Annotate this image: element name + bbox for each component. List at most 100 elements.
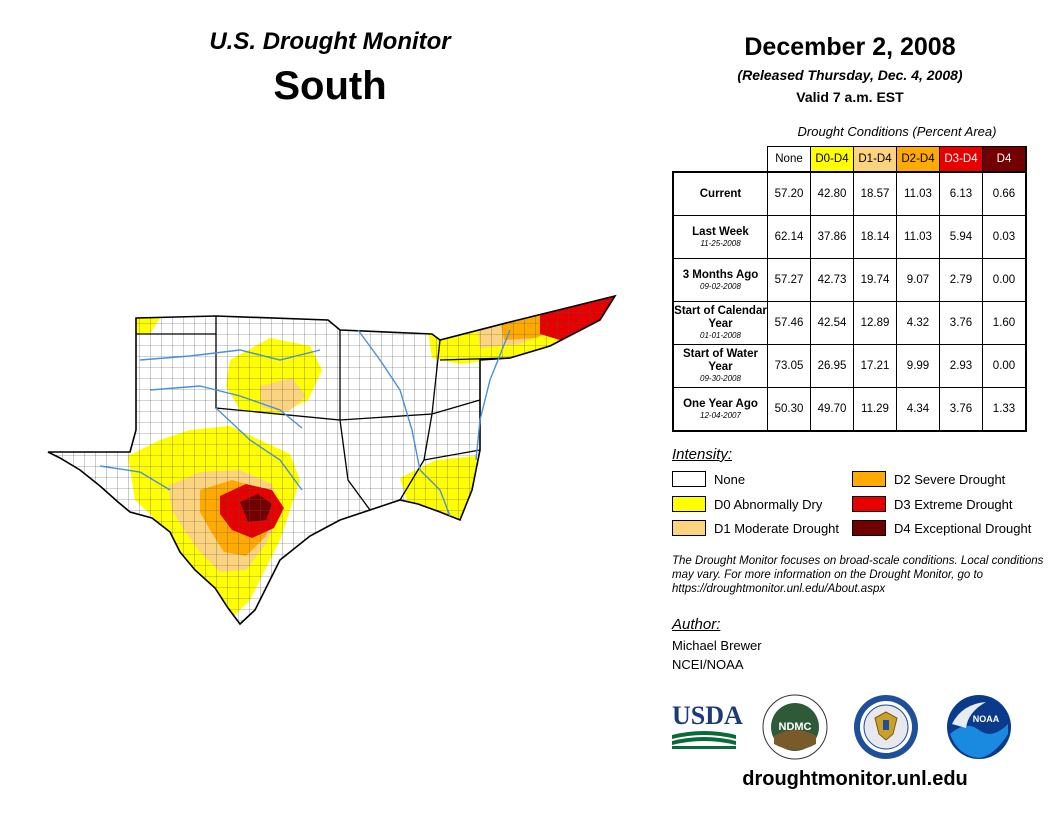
legend-item-d4: D4 Exceptional Drought xyxy=(852,520,1031,536)
row-label-text: Start of Calendar Year xyxy=(674,305,767,330)
legend-swatch-none xyxy=(672,471,706,487)
state-borders xyxy=(136,316,511,511)
author-name: Michael Brewer xyxy=(672,638,762,653)
table-cell: 37.86 xyxy=(810,215,854,259)
release-date: (Released Thursday, Dec. 4, 2008) xyxy=(737,67,963,83)
table-cell: 19.74 xyxy=(853,258,897,302)
table-cell: 42.54 xyxy=(810,301,854,345)
table-row: Start of Calendar Year 01-01-2008 57.46 42.… xyxy=(672,301,1027,345)
header-blank-cell xyxy=(673,146,768,172)
usda-logo-text: USDA xyxy=(672,701,743,730)
table-row: Current 57.20 42.80 18.57 11.03 6.13 0.66 xyxy=(672,171,1027,216)
legend-label-d0: D0 Abnormally Dry xyxy=(714,496,823,512)
legend-swatch-d2 xyxy=(852,471,886,487)
col-header-d3-d4: D3-D4 xyxy=(939,146,983,173)
table-cell: 26.95 xyxy=(810,344,854,388)
row-label: Start of Calendar Year 01-01-2008 xyxy=(672,301,768,345)
website-url: droughtmonitor.unl.edu xyxy=(742,768,968,790)
table-cell: 6.13 xyxy=(939,171,983,216)
table-cell: 9.99 xyxy=(896,344,940,388)
table-cell: 49.70 xyxy=(810,387,854,432)
table-cell: 42.73 xyxy=(810,258,854,302)
row-label-date: 12-04-2007 xyxy=(700,410,741,420)
table-cell: 1.33 xyxy=(982,387,1027,432)
table-cell: 17.21 xyxy=(853,344,897,388)
usda-logo-hills xyxy=(672,731,736,749)
drought-conditions-table: None D0-D4 D1-D4 D2-D4 D3-D4 D4 Current 5… xyxy=(672,146,1027,432)
row-label: Last Week 11-25-2008 xyxy=(672,215,768,259)
legend-title: Intensity: xyxy=(672,446,733,463)
table-cell: 4.34 xyxy=(896,387,940,432)
table-cell: 2.93 xyxy=(939,344,983,388)
table-row: Start of Water Year 09-30-2008 73.05 26.95 1… xyxy=(672,344,1027,388)
table-cell: 5.94 xyxy=(939,215,983,259)
table-row: One Year Ago 12-04-2007 50.30 49.70 11.29 4.3… xyxy=(672,387,1027,432)
table-row: 3 Months Ago 09-02-2008 57.27 42.73 19.74 9.0… xyxy=(672,258,1027,302)
region-outline xyxy=(47,294,617,626)
table-cell: 57.20 xyxy=(767,171,811,216)
table-cell: 12.89 xyxy=(853,301,897,345)
commerce-seal xyxy=(854,695,918,759)
legend-item-d0: D0 Abnormally Dry xyxy=(672,496,822,512)
table-cell: 3.76 xyxy=(939,387,983,432)
author-org: NCEI/NOAA xyxy=(672,657,744,672)
author-heading: Author: xyxy=(672,616,721,633)
row-label: Start of Water Year 09-30-2008 xyxy=(672,344,768,388)
legend-swatch-d1 xyxy=(672,520,706,536)
legend-item-none: None xyxy=(672,471,745,487)
row-label-text: One Year Ago xyxy=(683,397,758,410)
legend-label-d2: D2 Severe Drought xyxy=(894,471,1006,487)
row-label: Current xyxy=(672,171,768,216)
table-cell: 57.46 xyxy=(767,301,811,345)
ndmc-logo: NDMC xyxy=(762,694,828,760)
table-cell: 3.76 xyxy=(939,301,983,345)
table-cell: 42.80 xyxy=(810,171,854,216)
col-header-d4: D4 xyxy=(982,146,1027,173)
table-row: Last Week 11-25-2008 62.14 37.86 18.14 11.03 5… xyxy=(672,215,1027,259)
table-cell: 18.14 xyxy=(853,215,897,259)
table-cell: 57.27 xyxy=(767,258,811,302)
usda-logo: USDA xyxy=(672,701,743,749)
row-label-text: Current xyxy=(699,187,742,200)
legend-label-d4: D4 Exceptional Drought xyxy=(894,520,1032,536)
row-label-date: 11-25-2008 xyxy=(700,238,741,248)
table-cell: 11.03 xyxy=(896,171,940,216)
legend-item-d1: D1 Moderate Drought xyxy=(672,520,839,536)
table-cell: 2.79 xyxy=(939,258,983,302)
col-header-d0-d4: D0-D4 xyxy=(810,146,854,173)
row-label-text: 3 Months Ago xyxy=(682,268,759,281)
table-cell: 62.14 xyxy=(767,215,811,259)
legend-label-none: None xyxy=(714,471,746,487)
col-header-d2-d4: D2-D4 xyxy=(896,146,940,173)
product-title: U.S. Drought Monitor xyxy=(209,28,451,55)
legend-item-d3: D3 Extreme Drought xyxy=(852,496,1013,512)
legend-swatch-d0 xyxy=(672,496,706,512)
map-date: December 2, 2008 xyxy=(744,33,956,61)
county-grid xyxy=(48,296,615,624)
row-label-text: Start of Water Year xyxy=(683,348,758,373)
col-header-none: None xyxy=(767,146,811,173)
table-cell: 0.03 xyxy=(982,215,1027,259)
table-cell: 1.60 xyxy=(982,301,1027,345)
legend-swatch-d4 xyxy=(852,520,886,536)
legend-label-d3: D3 Extreme Drought xyxy=(894,496,1013,512)
rivers xyxy=(99,329,511,517)
table-caption: Drought Conditions (Percent Area) xyxy=(797,124,997,139)
table-cell: 11.29 xyxy=(853,387,897,432)
table-cell: 0.66 xyxy=(982,171,1027,216)
table-cell: 0.00 xyxy=(982,344,1027,388)
region-title: South xyxy=(273,64,387,108)
row-label: 3 Months Ago 09-02-2008 xyxy=(672,258,768,302)
row-label-text: Last Week xyxy=(692,225,749,238)
table-cell: 0.00 xyxy=(982,258,1027,302)
disclaimer-note: The Drought Monitor focuses on broad-sca… xyxy=(672,555,1044,595)
legend-item-d2: D2 Severe Drought xyxy=(852,471,1005,487)
legend-label-d1: D1 Moderate Drought xyxy=(714,520,840,536)
table-header-row: None D0-D4 D1-D4 D2-D4 D3-D4 D4 xyxy=(673,146,1027,173)
drought-map xyxy=(47,294,617,626)
table-cell: 50.30 xyxy=(767,387,811,432)
col-header-d1-d4: D1-D4 xyxy=(853,146,897,173)
table-cell: 73.05 xyxy=(767,344,811,388)
legend-swatch-d3 xyxy=(852,496,886,512)
row-label-date: 01-01-2008 xyxy=(700,331,741,340)
